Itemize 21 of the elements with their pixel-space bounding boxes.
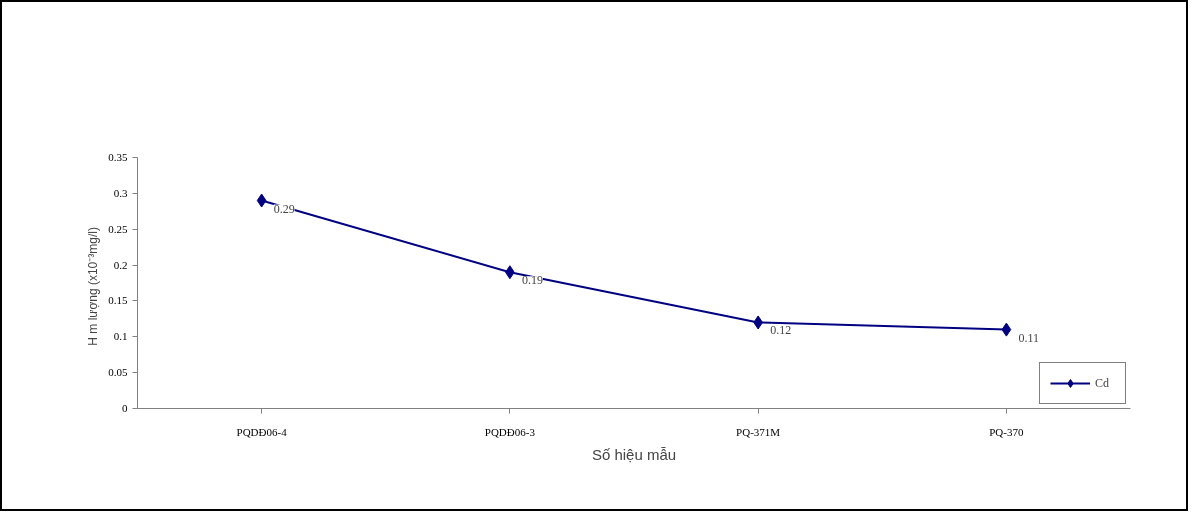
x-tick-label: PQ-371M <box>736 425 781 438</box>
data-label: 0.19 <box>521 273 543 288</box>
y-tick-label: 0.1 <box>113 330 128 343</box>
data-label: 0.12 <box>770 323 792 338</box>
y-tick-label: 0.15 <box>108 294 128 307</box>
y-tick-label: 0.35 <box>108 151 128 163</box>
x-tick-label: PQDĐ06-3 <box>484 425 536 438</box>
data-label: 0.29 <box>273 201 295 216</box>
y-tick-label: 0.2 <box>113 258 128 271</box>
x-axis-title: Số hiệu mẫu <box>591 445 677 463</box>
x-tick-label: PQ-370 <box>989 425 1024 438</box>
x-tick-label: PQDĐ06-4 <box>236 425 288 438</box>
point <box>256 193 267 208</box>
point <box>1001 322 1012 337</box>
y-tick-label: 0.3 <box>113 186 128 199</box>
y-axis-title: H m lượng (x10⁻³mg/l) <box>86 227 101 346</box>
y-tick-label: 0.05 <box>108 366 128 379</box>
y-tick-label: 0.25 <box>108 222 128 235</box>
y-tick-label: 0 <box>122 402 128 414</box>
legend-label: Cd <box>1095 375 1110 391</box>
data-label: 0.11 <box>1018 330 1039 345</box>
